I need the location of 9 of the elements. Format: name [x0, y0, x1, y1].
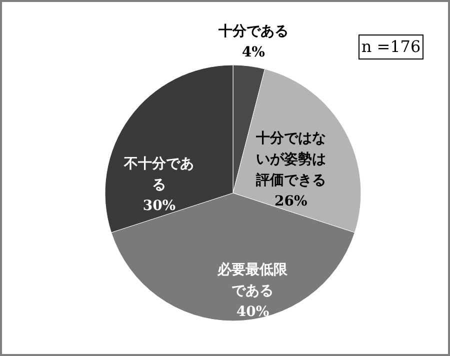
data-label: 4% [242, 44, 265, 60]
data-label: 26% [274, 194, 308, 210]
slice-label: 不十分である [123, 156, 194, 193]
slice-label: 十分ではないが姿勢は評価できる [254, 130, 326, 189]
data-label: 30% [142, 198, 176, 214]
data-label: 40% [236, 304, 270, 320]
slice-label: 必要最低限である [216, 260, 289, 299]
slice-label: 十分である [217, 23, 288, 40]
text: n =176 [361, 37, 421, 56]
